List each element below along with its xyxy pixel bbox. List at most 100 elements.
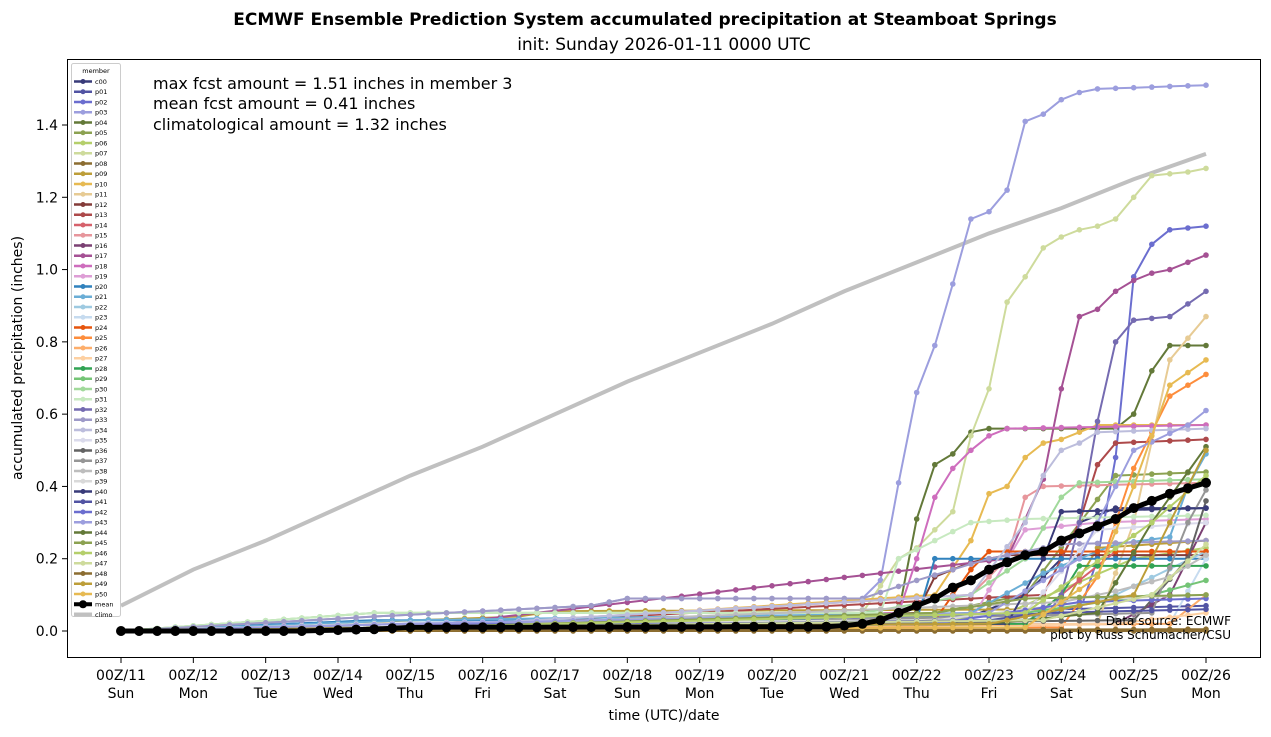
- member-p46-point: [950, 611, 956, 618]
- member-p27-point: [1167, 614, 1173, 621]
- legend-label: c00: [95, 78, 107, 86]
- legend-entry-p22: p22: [74, 303, 107, 311]
- member-p49-point: [1112, 595, 1119, 602]
- member-p17-point: [913, 566, 920, 572]
- member-p11-point: [1167, 357, 1173, 363]
- member-p47-point: [1076, 608, 1083, 615]
- member-p33-point: [624, 595, 631, 602]
- member-p33-point: [317, 616, 323, 623]
- member-p48-point: [1040, 626, 1047, 633]
- member-p18-point: [1040, 425, 1047, 431]
- member-p04-point: [913, 516, 920, 522]
- legend-entry-p05: p05: [74, 129, 107, 137]
- member-p42-point: [1149, 597, 1155, 603]
- member-p33-point: [407, 611, 414, 618]
- legend-entry-p50: p50: [74, 590, 107, 598]
- legend-entry-p28: p28: [74, 365, 107, 373]
- member-p38-point: [1203, 552, 1209, 558]
- member-p46-point: [932, 612, 938, 618]
- member-p34-point: [1004, 543, 1010, 550]
- legend-entry-p17: p17: [74, 252, 107, 260]
- member-p17-point: [859, 572, 866, 579]
- member-p49-point: [1094, 599, 1101, 605]
- x-tick-day: Mon: [1191, 686, 1221, 702]
- member-p49-point: [1203, 447, 1209, 454]
- member-p33-point: [588, 602, 594, 609]
- ensemble-mean-point: [477, 622, 488, 633]
- legend-marker: [80, 478, 86, 484]
- member-p36-point: [1203, 498, 1209, 504]
- member-p18-point: [1058, 424, 1065, 431]
- legend-entry-p07: p07: [74, 150, 107, 158]
- member-p50-point: [1094, 574, 1101, 580]
- member-p34-point: [877, 597, 884, 603]
- member-p49-point: [1076, 602, 1083, 609]
- legend-marker: [80, 89, 86, 95]
- member-p28-point: [1076, 563, 1083, 569]
- member-p30-point: [1076, 480, 1083, 486]
- member-p34-point: [841, 599, 848, 605]
- legend-entry-p48: p48: [74, 570, 107, 578]
- legend-entry-p21: p21: [74, 293, 107, 301]
- member-p13-point: [986, 594, 992, 601]
- legend-marker: [80, 99, 86, 105]
- member-p14-point: [1076, 577, 1083, 584]
- member-p50-point: [968, 624, 974, 631]
- legend-entry-p20: p20: [74, 283, 107, 291]
- legend-label: p08: [95, 160, 107, 168]
- member-p19-point: [986, 587, 992, 593]
- member-p11-point: [1203, 313, 1209, 320]
- x-tick-label: 00Z/16: [458, 668, 508, 684]
- legend-label: p12: [95, 201, 107, 209]
- ensemble-mean-point: [278, 626, 289, 636]
- legend-entry-p14: p14: [74, 221, 107, 229]
- member-p03-point: [950, 281, 956, 287]
- ensemble-mean-point: [676, 621, 687, 632]
- member-p15-point: [1040, 483, 1047, 490]
- legend-label: p21: [95, 293, 107, 301]
- member-p19-point: [1130, 518, 1137, 525]
- member-p45-point: [1076, 594, 1083, 601]
- axes-layer: 00Z/11 Sun 00Z/12 Mon 00Z/13 Tue 00Z/14 Wed 00Z/…: [36, 118, 1231, 702]
- member-p43-point: [1167, 430, 1173, 437]
- member-p45-point: [1022, 595, 1028, 602]
- member-p18-point: [1076, 424, 1083, 431]
- legend-marker: [80, 581, 86, 587]
- ensemble-mean-point: [170, 626, 181, 636]
- member-p36-point: [1076, 617, 1083, 624]
- member-p46-point: [1149, 519, 1155, 526]
- legend-marker: [80, 468, 86, 474]
- member-p50-point: [1004, 624, 1010, 631]
- member-p07-point: [1112, 216, 1119, 222]
- ensemble-mean-point: [423, 622, 434, 633]
- member-p34-point: [787, 602, 793, 609]
- member-p28-point: [1149, 563, 1155, 569]
- legend-label: climo: [95, 611, 113, 619]
- member-p47-point: [1094, 604, 1101, 611]
- member-p37-point: [1203, 487, 1209, 493]
- legend-label: p36: [95, 447, 107, 455]
- member-p20-point: [1112, 555, 1119, 562]
- member-p03-point: [1040, 111, 1047, 117]
- member-p10-point: [1040, 440, 1047, 446]
- member-p36-point: [1130, 617, 1137, 623]
- legend-marker: [80, 109, 86, 115]
- legend-label: p18: [95, 262, 107, 270]
- member-p33-point: [787, 595, 793, 602]
- legend-entry-p29: p29: [74, 375, 107, 383]
- legend-label: p42: [95, 508, 107, 516]
- member-p03-point: [1203, 82, 1209, 88]
- member-p19-point: [1022, 527, 1028, 533]
- member-p34-point: [1058, 447, 1065, 454]
- member-p10-point: [1022, 454, 1028, 461]
- ensemble-mean-point: [242, 626, 253, 636]
- member-p20-point: [950, 555, 956, 562]
- legend-marker: [80, 212, 86, 218]
- legend-marker: [80, 571, 86, 576]
- ensemble-mean-point: [441, 622, 452, 633]
- member-p40-point: [1094, 508, 1101, 514]
- member-p33-point: [660, 595, 667, 602]
- x-tick-day: Fri: [981, 686, 998, 702]
- member-p18-point: [1022, 425, 1028, 432]
- author-credit: plot by Russ Schumacher/CSU: [1050, 628, 1231, 642]
